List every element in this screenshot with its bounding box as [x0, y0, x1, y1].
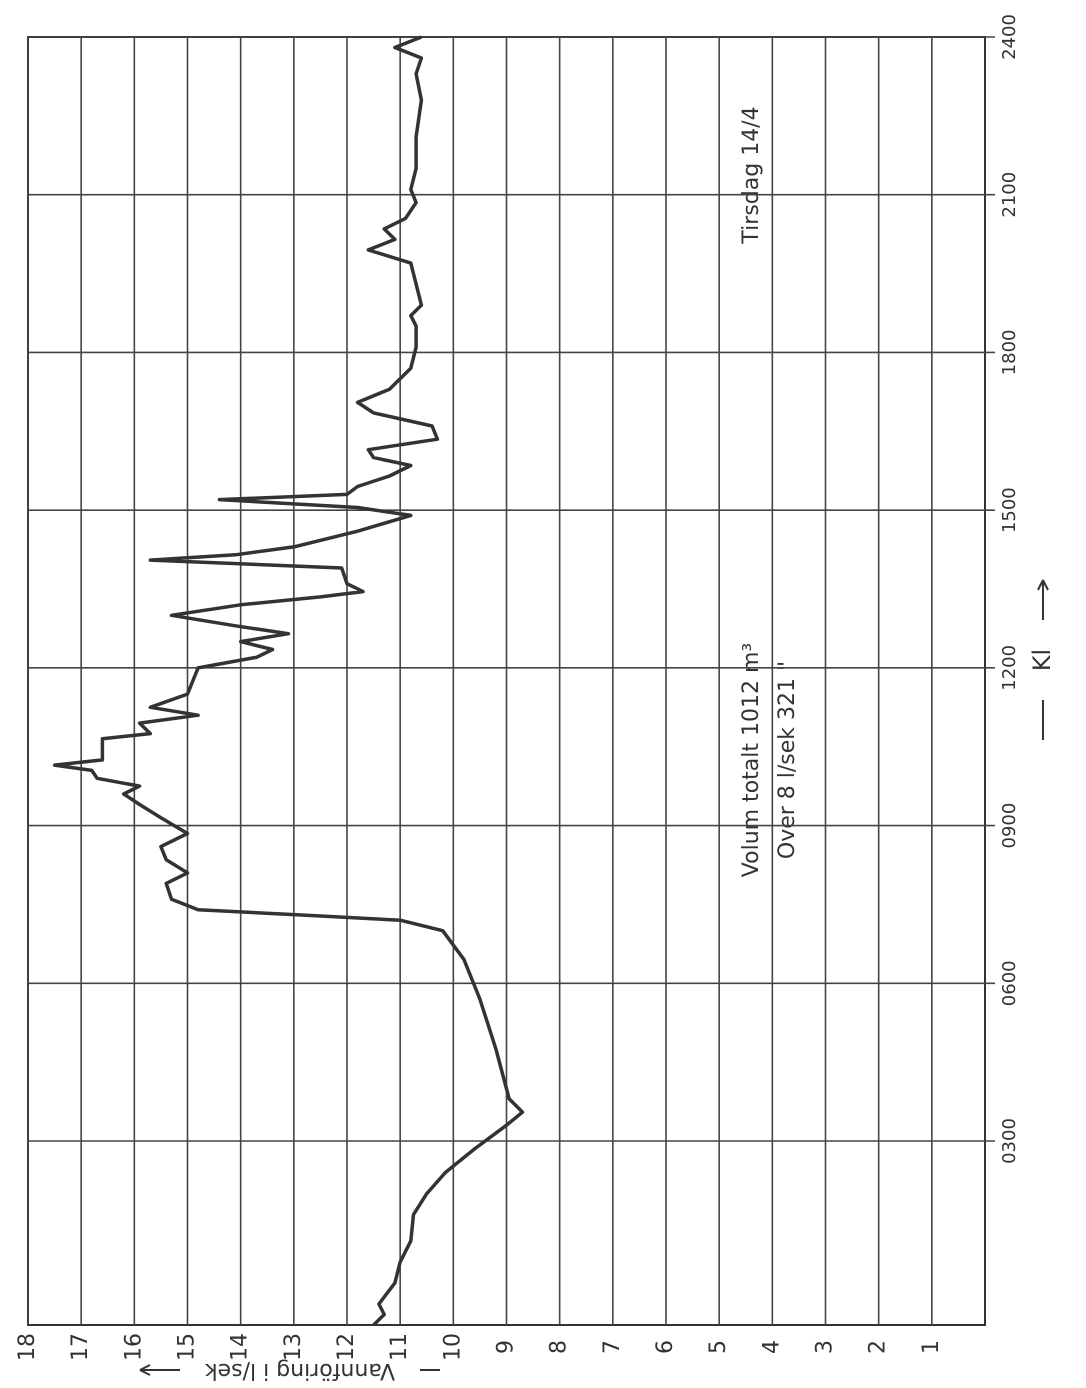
- value-tick-label: 3: [813, 1340, 838, 1354]
- time-tick-label: 2400: [999, 14, 1020, 60]
- value-axis-label: Vannföring i l/sek: [205, 1358, 396, 1383]
- axis-arrow: [1037, 579, 1049, 620]
- value-tick-label: 10: [440, 1333, 465, 1361]
- annotation: Volum totalt 1012 m³: [739, 643, 764, 877]
- value-tick-label: 7: [600, 1340, 625, 1354]
- value-tick-label: 5: [706, 1340, 731, 1354]
- time-tick-label: 0600: [999, 960, 1020, 1006]
- value-tick-label: 13: [281, 1333, 306, 1361]
- value-tick-label: 14: [228, 1333, 253, 1361]
- value-tick-label: 16: [121, 1333, 146, 1361]
- value-tick-label: 17: [68, 1333, 93, 1361]
- time-tick-label: 1800: [999, 330, 1020, 376]
- value-tick-label: 2: [866, 1340, 891, 1354]
- value-tick-label: 9: [494, 1340, 519, 1354]
- annotation: Over 8 l/sek 321 ": [775, 661, 800, 859]
- axis-arrow-head: [139, 1364, 151, 1376]
- annotation: Tirsdag 14/4: [739, 106, 764, 244]
- time-axis-label: Kl: [1028, 649, 1056, 671]
- value-tick-label: 6: [653, 1340, 678, 1354]
- time-tick-label: 1500: [999, 487, 1020, 533]
- value-tick-label: 8: [547, 1340, 572, 1354]
- value-tick-label: 4: [759, 1340, 784, 1354]
- time-tick-label: 0900: [999, 803, 1020, 849]
- value-tick-label: 12: [334, 1333, 359, 1361]
- value-tick-label: 15: [175, 1333, 200, 1361]
- value-tick-label: 11: [387, 1333, 412, 1361]
- time-tick-label: 1200: [999, 645, 1020, 691]
- value-tick-label: 1: [919, 1340, 944, 1354]
- flow-line: [52, 35, 525, 1327]
- time-tick-label: 0300: [999, 1118, 1020, 1164]
- time-tick-label: 2100: [999, 172, 1020, 218]
- value-tick-label: 18: [15, 1333, 40, 1361]
